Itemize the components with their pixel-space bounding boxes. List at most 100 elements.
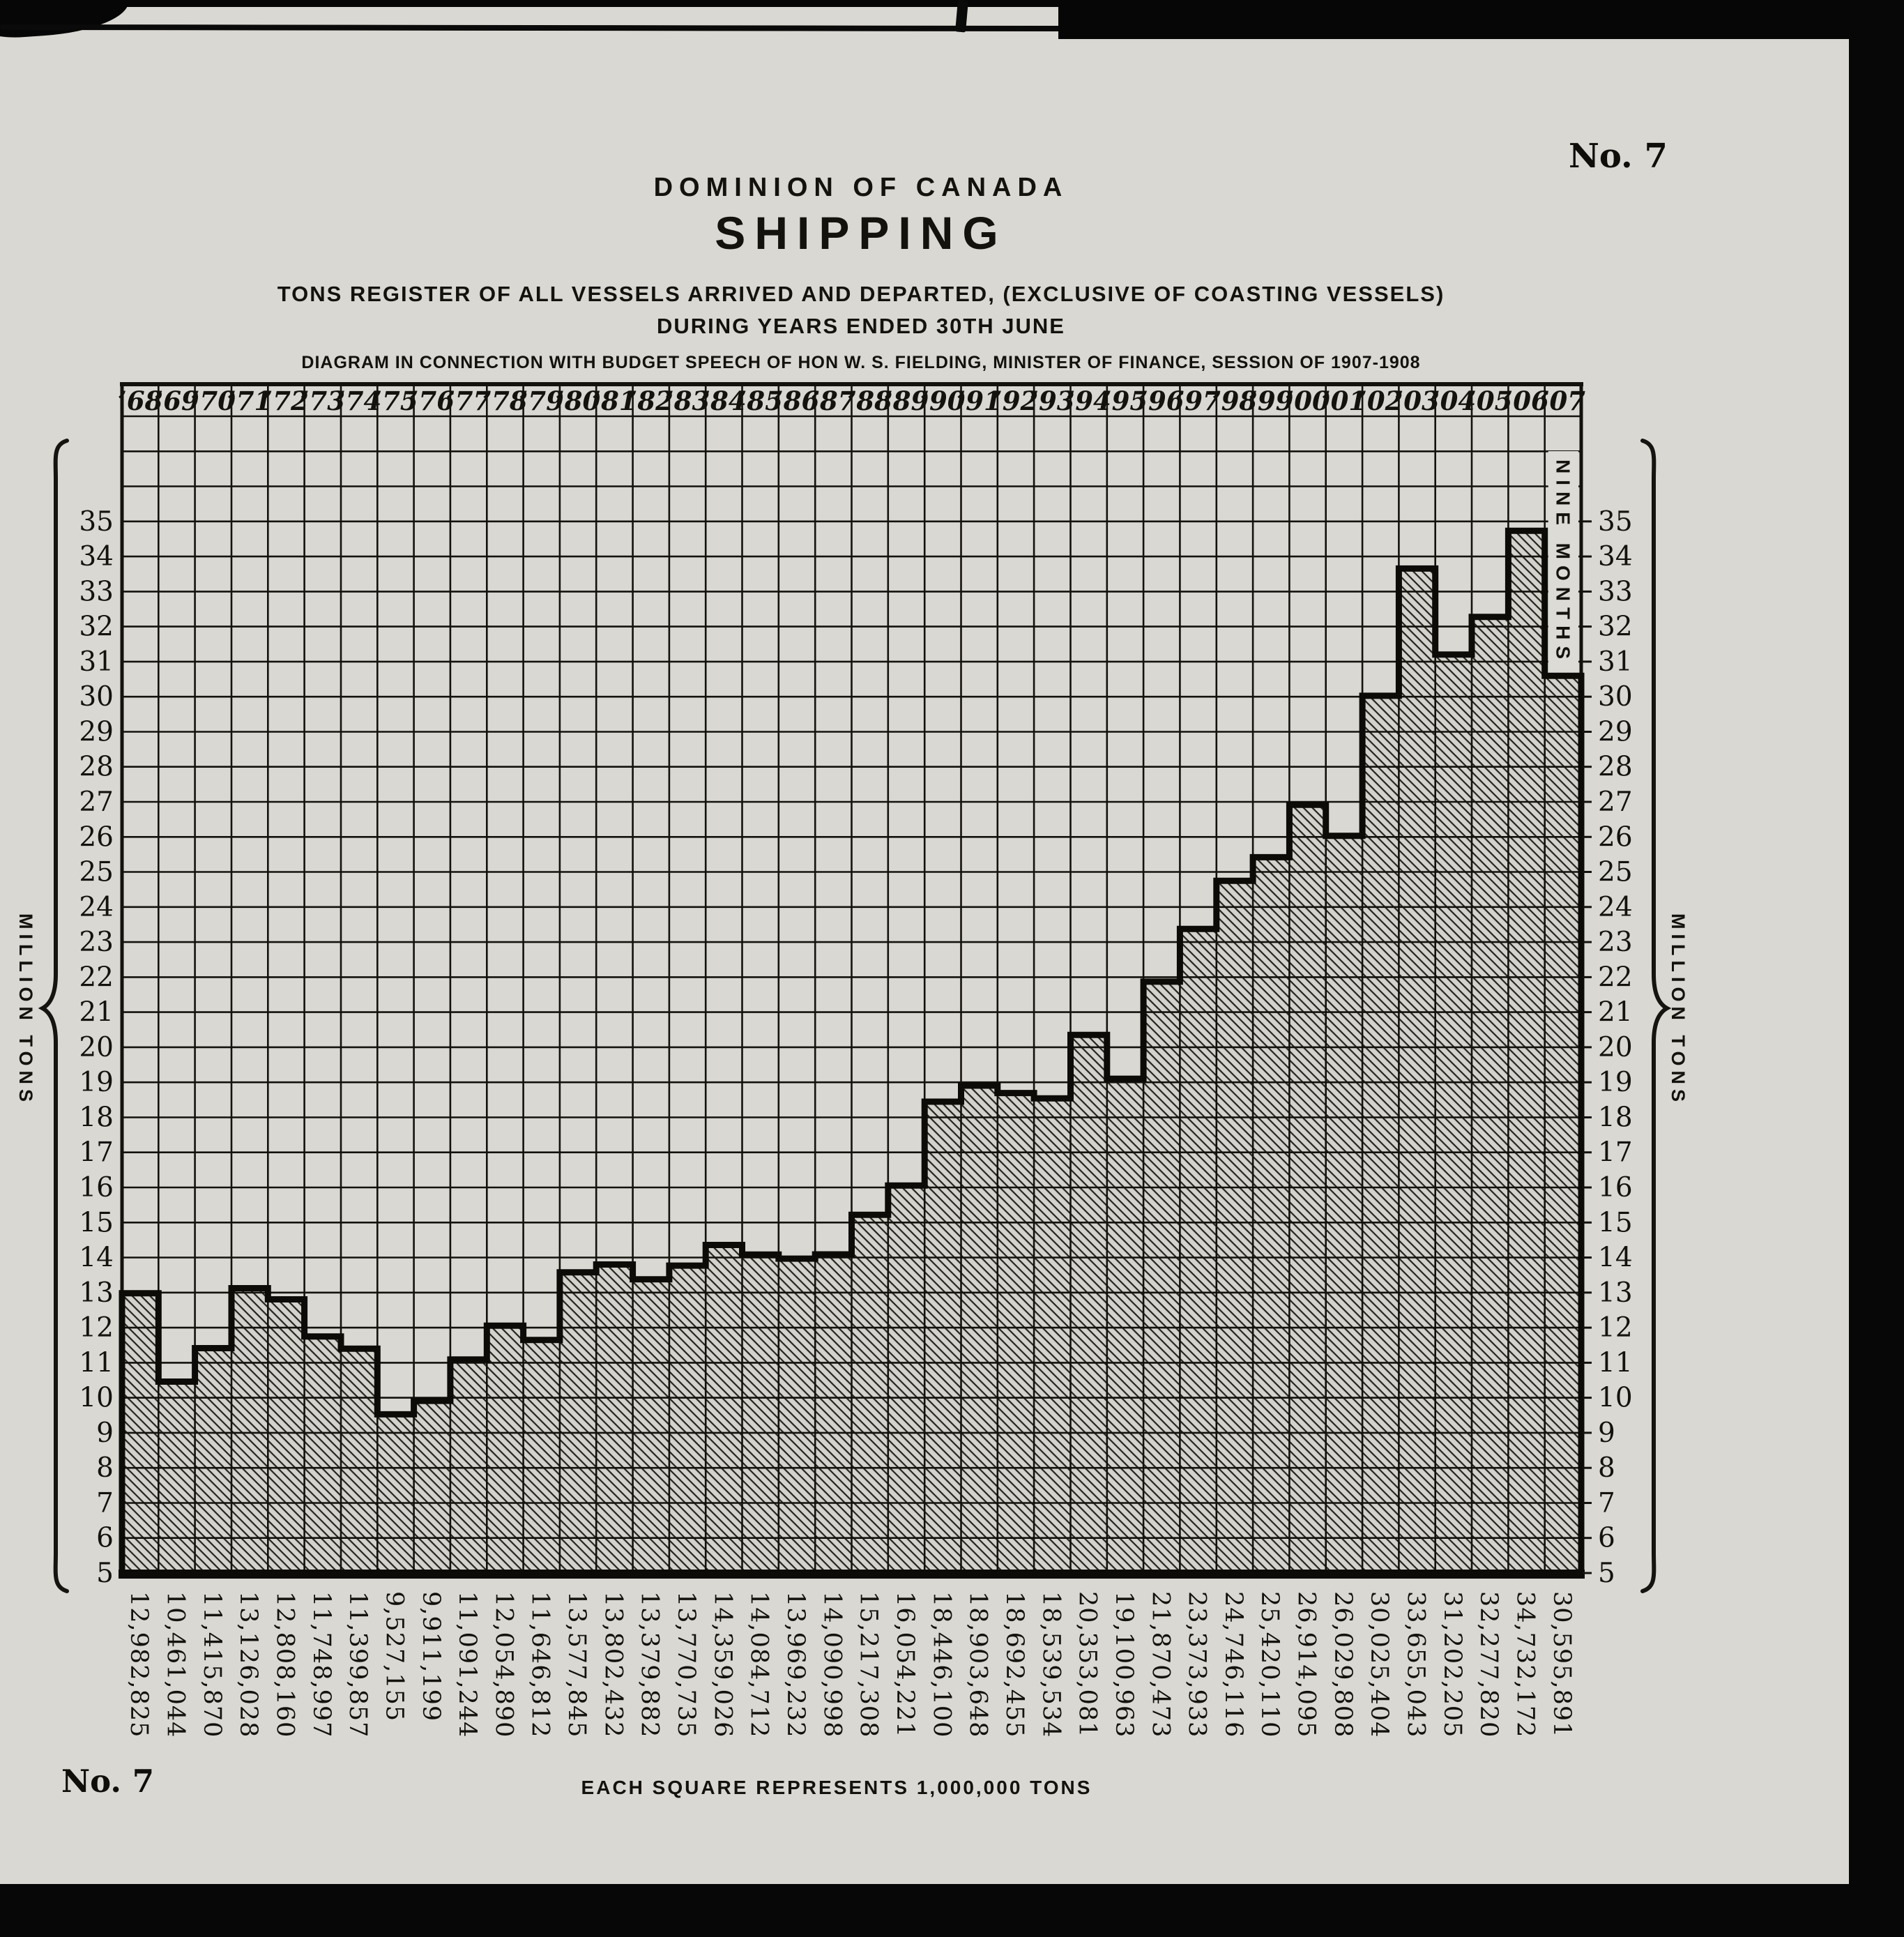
- y-tick-left: 15: [79, 1207, 114, 1238]
- year-label: ’74: [337, 386, 381, 416]
- y-tick-left: 21: [79, 997, 114, 1028]
- y-tick-left: 17: [79, 1137, 114, 1169]
- y-tick-right: 29: [1598, 717, 1633, 748]
- year-label: ’91: [957, 386, 1001, 416]
- scan-border-top: [0, 0, 1904, 7]
- y-tick-left: 31: [79, 646, 114, 678]
- year-label: ’86: [775, 386, 819, 416]
- tonnage-value-label: 13,577,845: [563, 1591, 591, 1738]
- unit-caption: EACH SQUARE REPRESENTS 1,000,000 TONS: [581, 1777, 1092, 1798]
- year-label: ’70: [191, 386, 236, 416]
- tonnage-value-label: 14,084,712: [745, 1591, 773, 1738]
- tonnage-value-label: 11,646,812: [526, 1591, 554, 1738]
- year-label: ’04: [1431, 386, 1476, 416]
- year-label: ’80: [556, 386, 601, 416]
- year-label: ’78: [482, 386, 527, 416]
- y-tick-right: 10: [1598, 1383, 1633, 1414]
- y-tick-right: 5: [1598, 1558, 1615, 1589]
- y-tick-left: 34: [79, 541, 114, 572]
- year-label: ’77: [446, 386, 492, 416]
- credit-line: DIAGRAM IN CONNECTION WITH BUDGET SPEECH…: [301, 353, 1421, 372]
- year-label: ’98: [1212, 386, 1257, 416]
- y-tick-right: 26: [1598, 821, 1633, 853]
- y-tick-right: 33: [1598, 576, 1633, 607]
- y-tick-right: 8: [1598, 1452, 1615, 1484]
- y-tick-left: 20: [79, 1032, 114, 1063]
- tonnage-value-label: 15,217,308: [855, 1591, 883, 1738]
- y-tick-left: 12: [79, 1312, 114, 1344]
- y-tick-left: 22: [79, 962, 114, 993]
- y-tick-left: 27: [79, 787, 114, 818]
- y-tick-right: 11: [1598, 1347, 1633, 1378]
- year-label: ’94: [1066, 386, 1111, 416]
- tonnage-value-label: 30,595,891: [1548, 1591, 1576, 1738]
- plate-number-bottom: No. 7: [61, 1763, 155, 1800]
- right-brace-decoration: [1640, 439, 1672, 1593]
- tonnage-value-label: 30,025,404: [1365, 1591, 1393, 1738]
- year-label: ’06: [1504, 386, 1548, 416]
- y-tick-right: 7: [1598, 1488, 1615, 1519]
- title-country: DOMINION OF CANADA: [653, 173, 1069, 202]
- y-tick-right: 18: [1598, 1102, 1633, 1134]
- tonnage-value-label: 34,732,172: [1511, 1591, 1539, 1738]
- tonnage-value-label: 14,090,998: [818, 1591, 846, 1738]
- y-tick-right: 21: [1598, 997, 1633, 1028]
- tonnage-value-label: 26,914,095: [1293, 1591, 1320, 1738]
- y-tick-left: 14: [79, 1243, 114, 1274]
- y-tick-left: 5: [96, 1558, 114, 1589]
- year-label: ’82: [629, 386, 673, 416]
- year-label: ’83: [665, 386, 710, 416]
- tonnage-value-label: 13,770,735: [672, 1591, 700, 1738]
- year-label: ’00: [1285, 386, 1330, 416]
- y-tick-left: 35: [79, 506, 114, 538]
- year-label: ’73: [300, 386, 345, 416]
- year-label: ’03: [1394, 386, 1439, 416]
- y-tick-right: 24: [1598, 892, 1633, 923]
- y-tick-right: 23: [1598, 927, 1633, 958]
- y-tick-left: 24: [79, 892, 114, 923]
- step-outline: [119, 527, 1585, 1577]
- y-tick-left: 23: [79, 927, 114, 958]
- tonnage-value-label: 9,911,199: [417, 1591, 445, 1722]
- year-label: ’85: [738, 386, 783, 416]
- year-label: ’69: [154, 386, 199, 416]
- y-tick-left: 8: [96, 1452, 114, 1484]
- tonnage-value-label: 33,655,043: [1402, 1591, 1430, 1738]
- year-label: ’72: [264, 386, 308, 416]
- y-tick-left: 26: [79, 821, 114, 853]
- year-label: ’89: [884, 386, 929, 416]
- tonnage-value-label: 19,100,963: [1110, 1591, 1138, 1738]
- y-tick-left: 16: [79, 1172, 114, 1203]
- tonnage-value-label: 18,692,455: [1000, 1591, 1028, 1738]
- nine-months-backdrop: [1548, 451, 1578, 673]
- y-tick-right: 17: [1598, 1137, 1633, 1169]
- y-tick-right: 25: [1598, 857, 1633, 888]
- y-tick-left: 33: [79, 576, 114, 607]
- y-tick-right: 34: [1598, 541, 1633, 572]
- y-tick-right: 15: [1598, 1207, 1633, 1238]
- tonnage-value-label: 21,870,473: [1146, 1591, 1174, 1738]
- y-tick-left: 11: [79, 1347, 114, 1378]
- y-tick-left: 19: [79, 1067, 114, 1098]
- tonnage-value-label: 11,091,244: [453, 1591, 481, 1738]
- year-label: ’92: [993, 386, 1038, 416]
- y-tick-right: 13: [1598, 1277, 1633, 1309]
- year-label: ’88: [848, 386, 892, 416]
- tonnage-value-label: 12,808,160: [271, 1591, 299, 1738]
- y-tick-left: 29: [79, 717, 114, 748]
- tonnage-value-label: 23,373,933: [1183, 1591, 1211, 1738]
- y-tick-left: 18: [79, 1102, 114, 1134]
- y-tick-left: 10: [79, 1383, 114, 1414]
- year-label: ’81: [592, 386, 637, 416]
- y-tick-right: 22: [1598, 962, 1633, 993]
- tonnage-value-label: 12,982,825: [125, 1591, 153, 1738]
- year-label: ’71: [227, 386, 272, 416]
- y-tick-left: 9: [96, 1418, 114, 1449]
- tonnage-value-label: 26,029,808: [1329, 1591, 1357, 1738]
- tonnage-value-label: 12,054,890: [489, 1591, 517, 1738]
- y-tick-left: 25: [79, 857, 114, 888]
- tonnage-value-label: 20,353,081: [1074, 1591, 1102, 1738]
- tonnage-value-label: 31,202,205: [1438, 1591, 1466, 1738]
